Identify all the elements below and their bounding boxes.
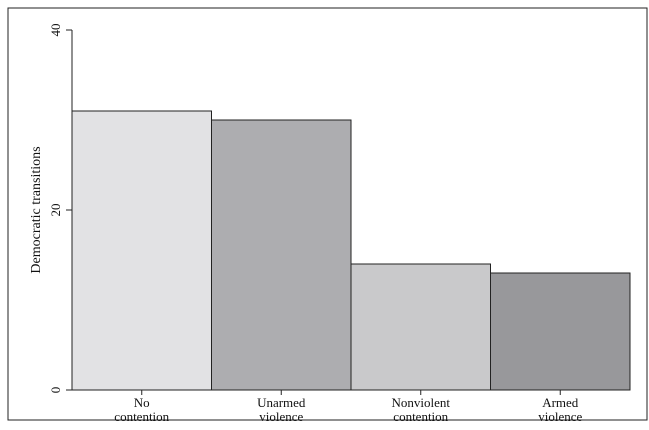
y-axis: 0 20 40 — [48, 24, 73, 394]
y-axis-title: Democratic transitions — [29, 146, 44, 273]
bar — [211, 119, 352, 391]
x-tick-label: No contention — [114, 395, 169, 424]
bar — [490, 272, 631, 391]
bar — [71, 110, 212, 391]
x-axis-labels: No contention Unarmed violence Nonviolent con… — [114, 395, 582, 424]
y-tick-label: 40 — [48, 24, 63, 37]
plot-frame — [7, 7, 648, 421]
x-tick-label: Unarmed violence — [257, 395, 306, 424]
x-tick-label: Armed violence — [538, 395, 582, 424]
bars — [71, 110, 631, 395]
x-tick-label: Nonviolent contention — [392, 395, 451, 424]
bar — [350, 263, 491, 391]
y-tick-label: 0 — [48, 387, 63, 394]
y-tick-label: 20 — [48, 204, 63, 217]
